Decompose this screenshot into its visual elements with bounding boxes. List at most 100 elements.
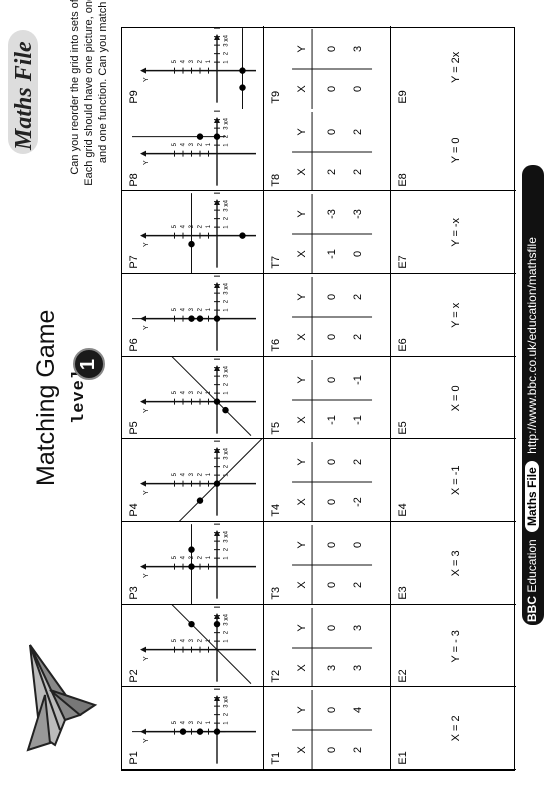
y-axis-label: Y xyxy=(143,573,150,578)
picture-card-p7[interactable]: P7 1 1 2 2 3 3 4 4 5 x Y xyxy=(122,191,264,274)
picture-card-p6[interactable]: P6 1 1 2 2 3 3 4 4 5 x Y xyxy=(122,274,264,357)
table-card-t3[interactable]: T3 X Y 0 0 2 0 xyxy=(264,522,391,605)
data-point xyxy=(188,241,195,248)
table-cell: -1 xyxy=(352,415,364,425)
x-tick-label: 1 xyxy=(224,473,230,477)
data-point xyxy=(196,497,204,505)
table-header-x: X xyxy=(296,250,308,258)
education-label: Education xyxy=(525,539,539,593)
table-cell: 0 xyxy=(326,747,338,753)
x-tick-label: 3 xyxy=(224,291,230,295)
x-tick-label: 4 xyxy=(224,696,230,700)
equation-text: Y = 0 xyxy=(450,137,462,163)
equation-card-e9[interactable]: E9 Y = 2x xyxy=(391,26,516,109)
maths-file-badge: Maths File xyxy=(525,461,539,532)
table-card-t1[interactable]: T1 X Y 0 0 2 4 xyxy=(264,687,391,770)
x-tick-label: 1 xyxy=(224,638,230,642)
y-axis-label: Y xyxy=(143,408,150,413)
x-tick-label: 4 xyxy=(224,200,230,204)
table-svg: T5 X Y -1 0 -1 -1 xyxy=(270,359,373,439)
bbc-logo: BBC xyxy=(525,596,539,622)
table-header-x: X xyxy=(296,415,308,423)
equation-card-e4[interactable]: E4 X = -1 xyxy=(391,439,516,522)
y-axis-label: Y xyxy=(143,160,150,165)
equation-card-e8[interactable]: E8 Y = 0 xyxy=(391,109,516,192)
picture-card-p3[interactable]: P3 1 1 2 2 3 3 4 4 5 x Y xyxy=(122,522,264,605)
y-tick-label: 2 xyxy=(198,225,204,229)
picture-card-p4[interactable]: P4 1 1 2 2 3 3 4 4 5 x Y xyxy=(122,439,264,522)
y-axis-label: Y xyxy=(143,656,150,661)
x-tick-label: 1 xyxy=(224,60,230,64)
equation-card-e7[interactable]: E7 Y = -x xyxy=(391,191,516,274)
card-label: E7 xyxy=(397,256,409,269)
y-tick-label: 1 xyxy=(206,307,212,311)
x-tick-label: 4 xyxy=(224,613,230,617)
x-tick-label: 4 xyxy=(224,117,230,121)
data-point xyxy=(188,620,195,627)
table-svg: T9 X Y 0 0 0 3 xyxy=(270,29,373,109)
data-point xyxy=(188,563,195,570)
data-point xyxy=(213,620,221,627)
data-point xyxy=(188,315,195,322)
y-tick-label: 3 xyxy=(189,225,195,229)
y-tick-label: 1 xyxy=(206,555,212,559)
equation-card-e5[interactable]: E5 X = 0 xyxy=(391,357,516,440)
card-label: P6 xyxy=(128,338,140,351)
table-card-t4[interactable]: T4 X Y 0 0 -2 2 xyxy=(264,439,391,522)
table-card-t5[interactable]: T5 X Y -1 0 -1 -1 xyxy=(264,356,391,440)
y-axis-label: Y xyxy=(143,242,150,247)
picture-card-p5[interactable]: P5 1 1 2 2 3 3 4 4 5 x Y xyxy=(122,356,264,440)
equation-card-e2[interactable]: E2 Y = - 3 xyxy=(391,605,516,688)
table-cell: 0 xyxy=(352,86,364,92)
y-axis-label: Y xyxy=(143,490,150,495)
x-tick-label: 1 xyxy=(224,142,230,146)
table-card-t8[interactable]: T8 X Y 2 0 2 2 xyxy=(264,108,391,192)
table-card-t6[interactable]: T6 X Y 0 0 2 2 xyxy=(264,274,391,357)
equation-text: Y = - 3 xyxy=(450,630,462,662)
x-tick-label: 2 xyxy=(224,713,230,717)
y-tick-label: 5 xyxy=(172,721,178,725)
card-label: T2 xyxy=(270,669,282,682)
picture-card-p9[interactable]: P9 1 1 2 2 3 3 4 4 5 x Y xyxy=(122,26,264,109)
table-card-t9[interactable]: T9 X Y 0 0 0 3 xyxy=(264,26,391,109)
data-point xyxy=(188,546,195,553)
table-svg: T4 X Y 0 0 -2 2 xyxy=(270,442,373,521)
axis-arrow xyxy=(140,646,147,653)
x-tick-label: 3 xyxy=(224,208,230,212)
y-tick-label: 5 xyxy=(172,555,178,559)
picture-card-p2[interactable]: P2 1 1 2 2 3 3 4 4 5 x Y xyxy=(122,604,264,688)
picture-card-p1[interactable]: P1 1 1 2 2 3 3 4 4 5 x Y xyxy=(122,687,264,770)
table-card-t2[interactable]: T2 X Y 3 0 3 3 xyxy=(264,604,391,688)
table-header-y: Y xyxy=(296,623,308,631)
picture-card-p8[interactable]: P8 1 1 2 2 3 3 4 4 5 x Y xyxy=(122,108,264,192)
y-tick-label: 4 xyxy=(181,473,187,477)
y-tick-label: 2 xyxy=(198,59,204,63)
footer-url[interactable]: http://www.bbc.co.uk/education/mathsfile xyxy=(525,237,539,454)
y-tick-label: 3 xyxy=(189,638,195,642)
table-cell: 0 xyxy=(326,582,338,588)
data-point xyxy=(213,728,221,736)
equation-card-e1[interactable]: E1 X = 2 xyxy=(391,687,516,770)
table-header-x: X xyxy=(296,663,308,671)
y-tick-label: 5 xyxy=(172,638,178,642)
card-label: P9 xyxy=(128,90,140,103)
x-tick-label: 4 xyxy=(224,448,230,452)
card-label: P8 xyxy=(128,173,140,186)
equation-svg: E3 X = 3 xyxy=(397,550,462,599)
data-point xyxy=(239,84,246,91)
axis-arrow xyxy=(140,480,147,487)
table-cell: -1 xyxy=(352,375,364,385)
equation-text: Y = x xyxy=(450,302,462,328)
y-tick-label: 1 xyxy=(206,721,212,725)
y-tick-label: 4 xyxy=(181,721,187,725)
x-tick-label: 2 xyxy=(224,465,230,469)
logo-background xyxy=(8,30,38,154)
x-axis-label: x xyxy=(223,616,230,620)
y-axis-label: Y xyxy=(143,77,150,82)
equation-card-e6[interactable]: E6 Y = x xyxy=(391,274,516,357)
table-card-t7[interactable]: T7 X Y -1 -3 0 -3 xyxy=(264,191,391,274)
x-tick-label: 4 xyxy=(224,282,230,286)
equation-card-e3[interactable]: E3 X = 3 xyxy=(391,522,516,605)
